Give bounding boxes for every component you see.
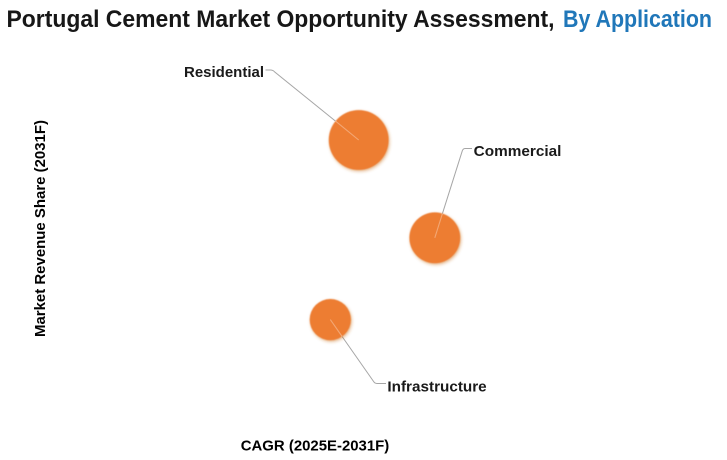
svg-text:Residential: Residential [184, 64, 264, 81]
svg-text:Infrastructure: Infrastructure [387, 378, 486, 395]
svg-text:Market Revenue Share (2031F): Market Revenue Share (2031F) [32, 120, 49, 337]
svg-text:By Application: By Application [563, 6, 712, 33]
svg-text:CAGR (2025E-2031F): CAGR (2025E-2031F) [241, 437, 390, 454]
svg-text:Portugal Cement Market Opportu: Portugal Cement Market Opportunity Asses… [7, 6, 555, 33]
svg-text:Commercial: Commercial [474, 143, 562, 160]
